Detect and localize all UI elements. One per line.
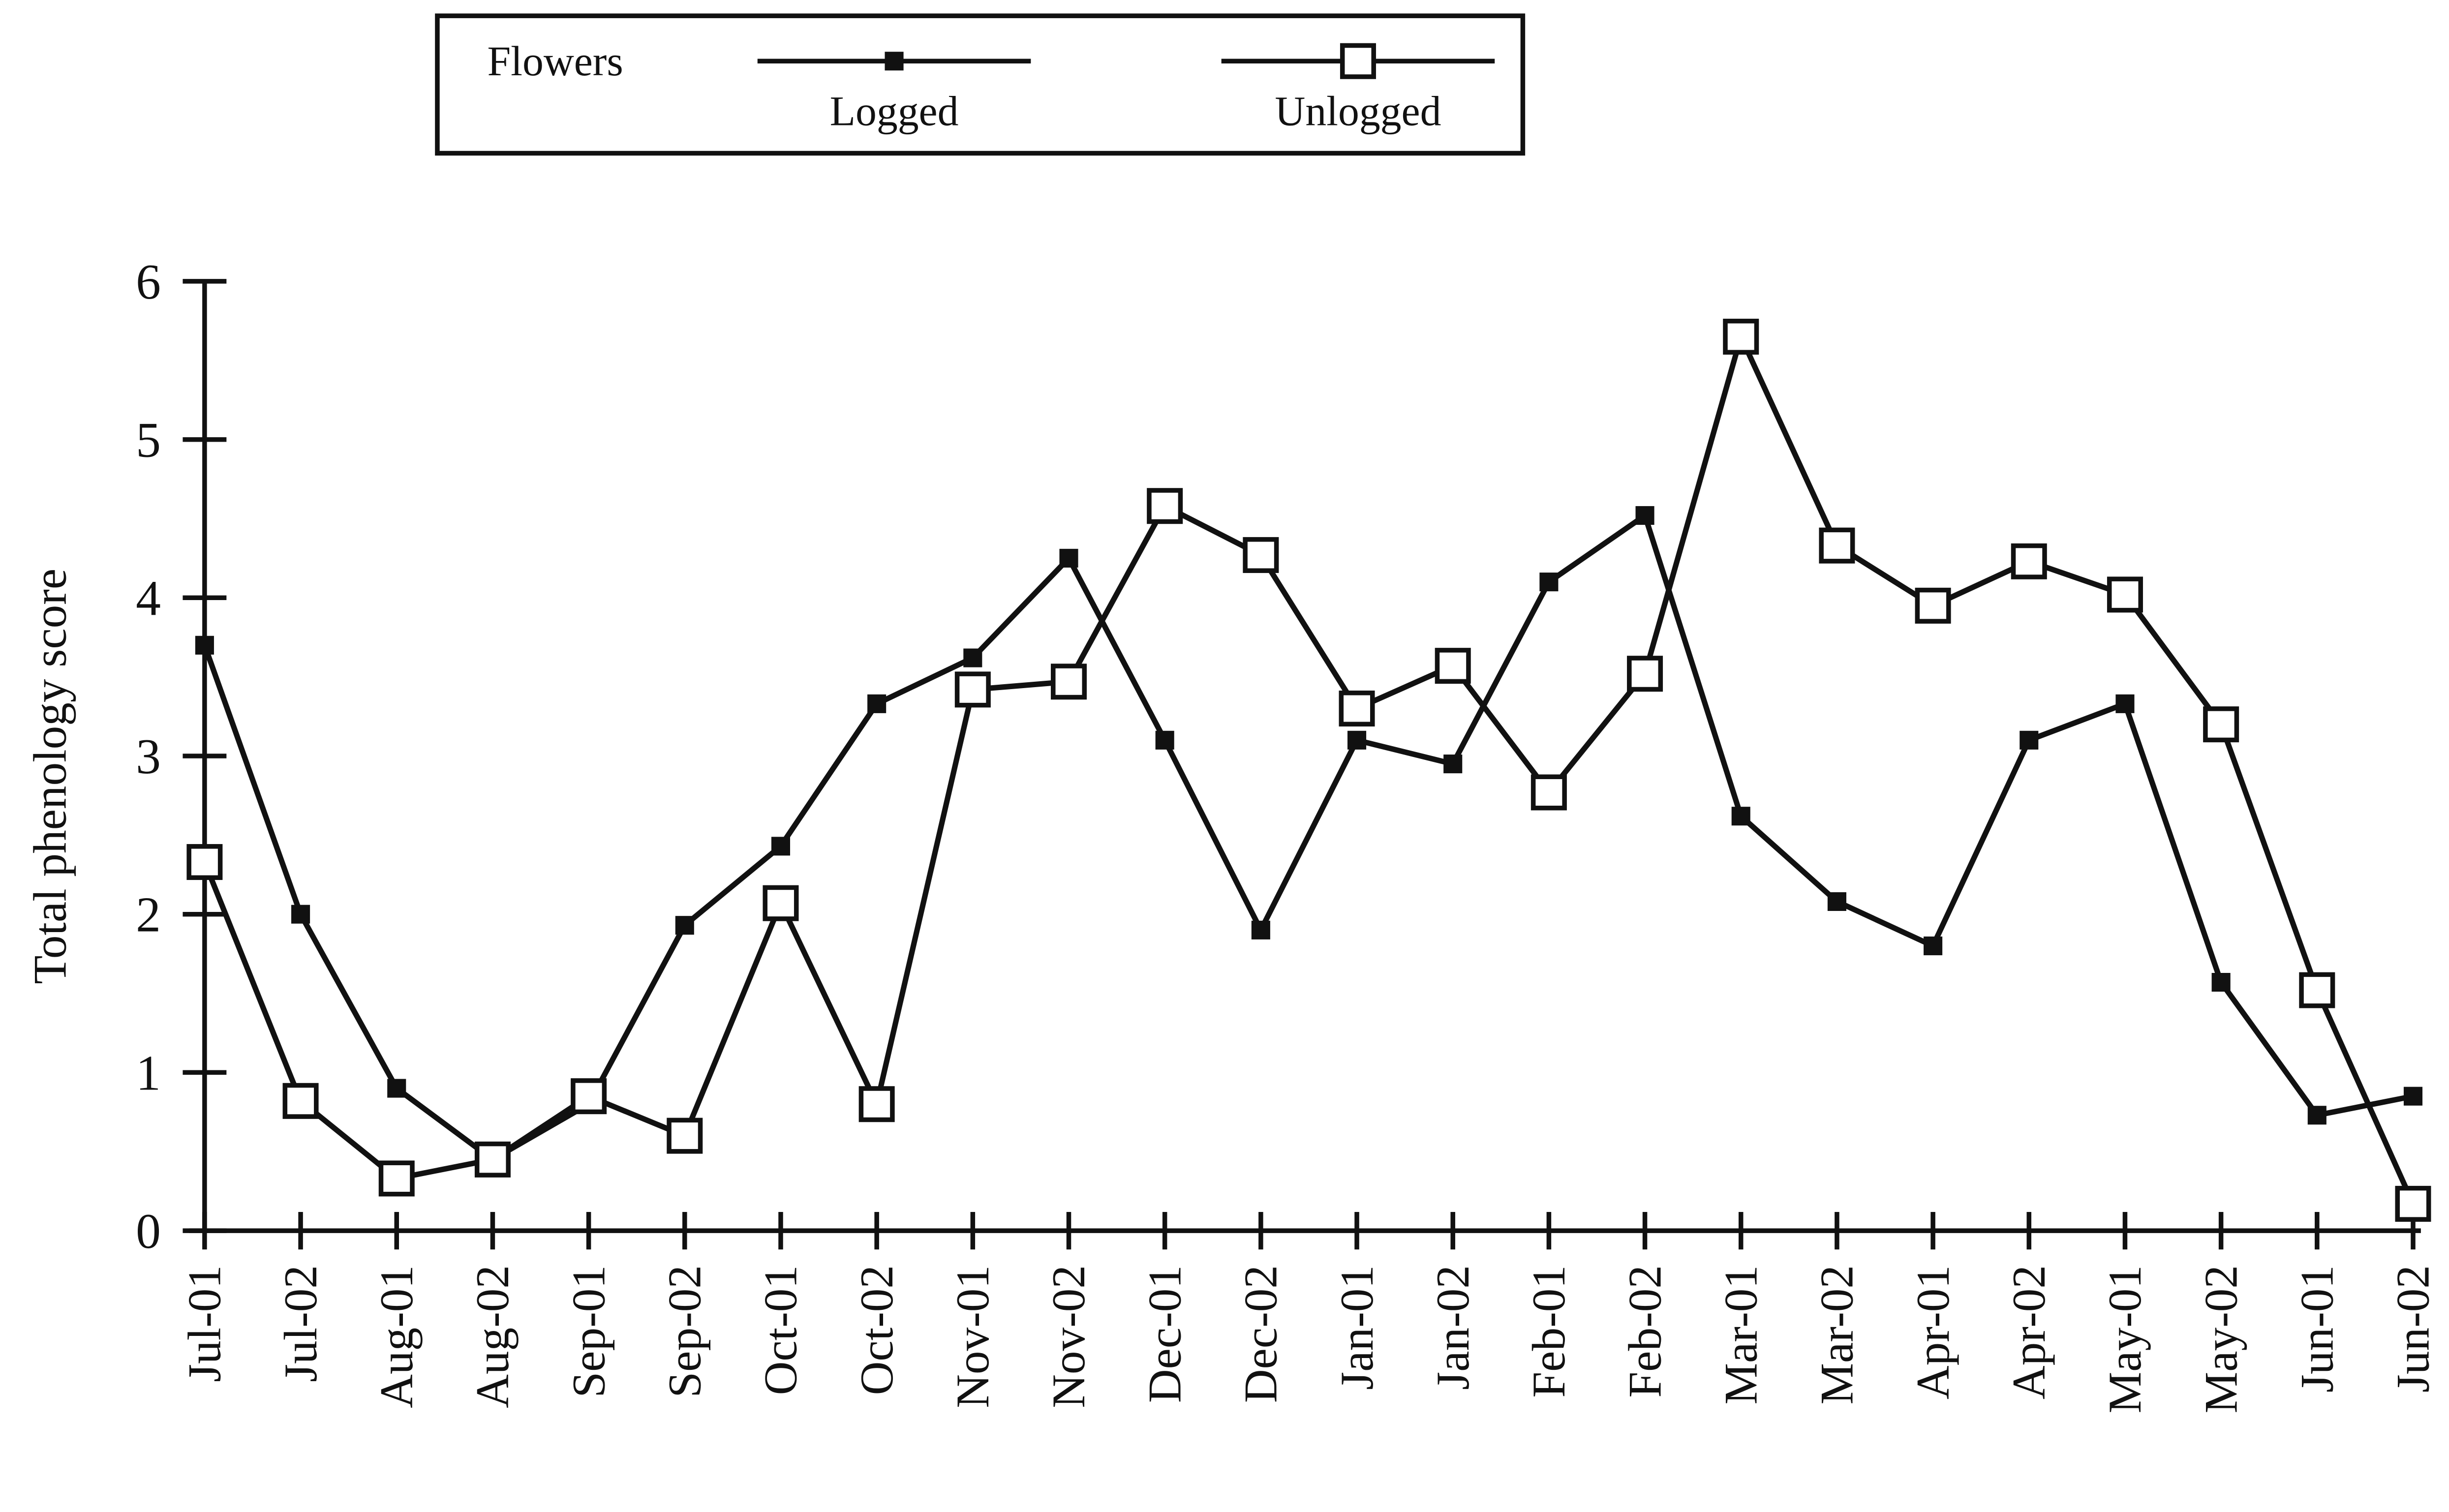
x-tick-label: Jun-01 bbox=[2291, 1265, 2343, 1392]
y-tick-label: 2 bbox=[136, 887, 161, 942]
x-tick-label: Oct-01 bbox=[755, 1265, 807, 1395]
point bbox=[195, 635, 214, 655]
point bbox=[1627, 656, 1663, 692]
x-tick-label: Jan-01 bbox=[1331, 1265, 1383, 1390]
x-tick-label: May-02 bbox=[2195, 1265, 2247, 1414]
point bbox=[571, 1078, 607, 1115]
point bbox=[1539, 573, 1559, 592]
x-tick-label: Nov-02 bbox=[1042, 1265, 1095, 1408]
x-tick-label: Aug-01 bbox=[370, 1265, 423, 1408]
point bbox=[291, 905, 310, 924]
x-tick-label: Sep-02 bbox=[659, 1265, 711, 1398]
y-tick-label: 3 bbox=[136, 728, 161, 784]
point bbox=[1243, 537, 1279, 573]
x-tick-label: Dec-02 bbox=[1235, 1265, 1287, 1403]
point bbox=[186, 844, 223, 880]
x-tick-label: Jan-02 bbox=[1427, 1265, 1479, 1390]
x-tick-label: Aug-02 bbox=[466, 1265, 519, 1408]
x-tick-label: Jul-01 bbox=[179, 1265, 231, 1382]
point bbox=[1435, 648, 1471, 684]
point bbox=[763, 885, 799, 921]
y-tick-label: 1 bbox=[136, 1045, 161, 1100]
x-tick-label: Feb-02 bbox=[1619, 1265, 1671, 1398]
point bbox=[1915, 587, 1951, 624]
point bbox=[954, 671, 991, 708]
point bbox=[1827, 892, 1846, 911]
point bbox=[1251, 920, 1270, 939]
point bbox=[474, 1141, 511, 1178]
legend-marker bbox=[1340, 43, 1376, 79]
point bbox=[1531, 774, 1567, 811]
legend-label: Unlogged bbox=[1275, 88, 1441, 134]
point bbox=[1819, 527, 1855, 564]
point bbox=[378, 1160, 415, 1197]
y-tick-label: 6 bbox=[136, 254, 161, 309]
y-axis-label: Total phenology score bbox=[24, 569, 76, 984]
point bbox=[2020, 730, 2039, 750]
x-tick-label: Feb-01 bbox=[1523, 1265, 1575, 1398]
x-tick-label: Dec-01 bbox=[1138, 1265, 1191, 1403]
x-tick-label: Jun-02 bbox=[2387, 1265, 2439, 1392]
x-tick-label: Mar-02 bbox=[1811, 1265, 1863, 1405]
point bbox=[1339, 690, 1375, 726]
x-tick-label: Nov-01 bbox=[947, 1265, 999, 1408]
point bbox=[1635, 506, 1654, 525]
x-tick-label: Oct-02 bbox=[851, 1265, 903, 1395]
x-tick-label: Apr-02 bbox=[2003, 1265, 2055, 1399]
point bbox=[771, 837, 791, 856]
point bbox=[2115, 694, 2135, 713]
point bbox=[1147, 488, 1183, 524]
point bbox=[1443, 755, 1463, 774]
point bbox=[1155, 730, 1174, 750]
point bbox=[858, 1086, 895, 1122]
point bbox=[2011, 543, 2047, 579]
point bbox=[1924, 937, 1943, 956]
legend-box bbox=[435, 13, 1526, 156]
point bbox=[2203, 706, 2239, 743]
point bbox=[2107, 576, 2143, 613]
x-tick-label: May-01 bbox=[2099, 1265, 2151, 1414]
point bbox=[1347, 730, 1367, 750]
point bbox=[675, 916, 694, 935]
point bbox=[2403, 1087, 2423, 1106]
x-tick-label: Jul-02 bbox=[275, 1265, 327, 1382]
legend-title: Flowers bbox=[488, 38, 623, 85]
point bbox=[1723, 318, 1759, 355]
series-line bbox=[202, 511, 2414, 1163]
y-tick-label: 5 bbox=[136, 412, 161, 468]
point bbox=[2307, 1106, 2327, 1125]
point bbox=[1731, 807, 1750, 826]
point bbox=[1059, 548, 1078, 568]
point bbox=[2211, 972, 2231, 992]
point bbox=[667, 1118, 703, 1154]
point bbox=[867, 694, 887, 713]
point bbox=[282, 1083, 319, 1119]
point bbox=[963, 648, 982, 667]
point bbox=[1050, 664, 1087, 700]
series-line bbox=[202, 329, 2416, 1205]
point bbox=[2299, 972, 2335, 1008]
y-tick-label: 0 bbox=[136, 1203, 161, 1259]
legend-marker bbox=[885, 52, 904, 71]
legend-label: Logged bbox=[830, 88, 959, 134]
x-tick-label: Mar-01 bbox=[1714, 1265, 1767, 1405]
x-tick-label: Apr-01 bbox=[1907, 1265, 1959, 1399]
y-tick-label: 4 bbox=[136, 570, 161, 626]
point bbox=[387, 1079, 406, 1098]
x-tick-label: Sep-01 bbox=[562, 1265, 614, 1398]
point bbox=[2395, 1185, 2431, 1222]
